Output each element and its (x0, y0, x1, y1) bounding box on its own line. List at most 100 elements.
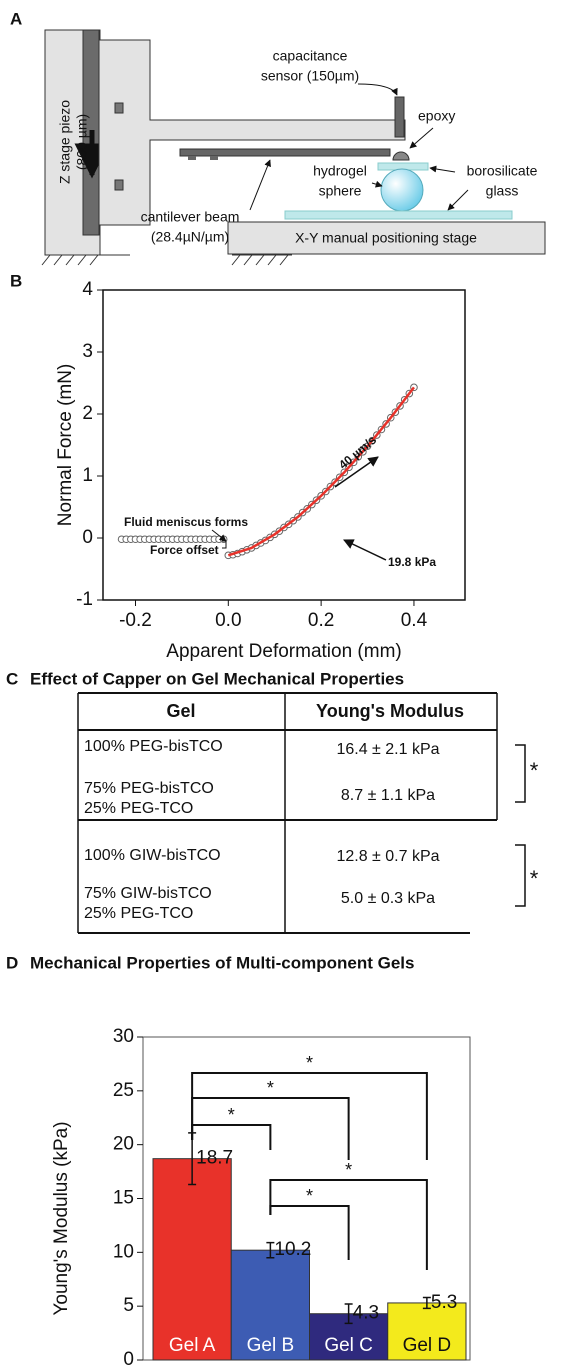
table-cell: 5.0 ± 0.3 kPa (341, 890, 435, 907)
diagram-label: glass (486, 183, 519, 199)
value-label: 4.3 (353, 1303, 379, 1324)
sig-bracket (269, 1205, 350, 1260)
leader (371, 180, 383, 188)
y-axis-label: Young's Modulus (kPa) (51, 1121, 72, 1315)
sig-bracket (191, 1072, 428, 1160)
stage (227, 221, 546, 255)
glass-bottom (284, 210, 513, 220)
diagram-label: hydrogel (313, 163, 367, 179)
sig-label: * (267, 1078, 274, 1098)
error-bar (344, 1303, 353, 1325)
value-label: 10.2 (274, 1239, 311, 1260)
table-border (77, 693, 498, 933)
sig-label: * (345, 1160, 352, 1180)
bar-label: Gel A (169, 1335, 216, 1356)
table: Effect of Capper on Gel Mechanical Prope… (30, 669, 539, 934)
table-cell: 8.7 ± 1.1 kPa (341, 787, 435, 804)
sig-bracket (269, 1179, 428, 1270)
y-axis-label: Normal Force (mN) (55, 364, 76, 527)
table-cell: 100% PEG-bisTCO (84, 738, 223, 755)
x-tick-label: 0.2 (308, 610, 334, 631)
sig-label: * (306, 1186, 313, 1206)
annotation-arrow (343, 539, 387, 561)
diagram-label: X-Y manual positioning stage (295, 230, 477, 246)
sig-bracket (191, 1124, 272, 1150)
annotation: 40 µm/s (336, 433, 379, 472)
value-label: 18.7 (196, 1148, 233, 1169)
error-bar (422, 1296, 431, 1310)
diagram-label: sphere (319, 183, 362, 199)
bar-label: Gel B (247, 1335, 295, 1356)
support (98, 39, 406, 226)
table-title: Effect of Capper on Gel Mechanical Prope… (30, 669, 404, 688)
table-cell: 75% GIW-bisTCO (84, 885, 212, 902)
clamp (210, 156, 218, 160)
diagram-label: (28.4µN/µm) (151, 229, 229, 245)
plot-frame (102, 289, 466, 601)
cantilever (179, 148, 391, 157)
y-tick-label: 1 (82, 465, 93, 486)
diagram-label: cantilever beam (141, 209, 240, 225)
sig-bracket (515, 744, 526, 907)
diagram: Z stage piezo (800 µm) capacitance senso… (41, 29, 546, 266)
y-tick-label: -1 (76, 589, 93, 610)
panel-label: A (10, 9, 22, 28)
diagram-label: Z stage piezo (57, 100, 73, 184)
leader (429, 165, 456, 173)
leader (447, 189, 469, 211)
panel-label: C (6, 669, 18, 688)
offset-bracket (222, 540, 227, 549)
bar-label: Gel D (403, 1335, 452, 1356)
x-tick-label: 0.0 (215, 610, 241, 631)
sig-label: * (306, 1053, 313, 1073)
x-tick-label: 0.4 (401, 610, 428, 631)
table-cell: 16.4 ± 2.1 kPa (336, 741, 439, 758)
table-cell: 75% PEG-bisTCO (84, 780, 214, 797)
sig-label: * (530, 758, 539, 783)
y-tick-label: 4 (82, 279, 93, 300)
x-tick-label: -0.2 (119, 610, 152, 631)
annotation-arrow (211, 529, 227, 542)
ground-hatch (41, 254, 292, 266)
bar (387, 1302, 467, 1361)
screw (114, 102, 124, 114)
y-tick-label: 30 (113, 1026, 134, 1047)
bar (230, 1249, 310, 1361)
panel-label: D (6, 953, 18, 972)
y-tick-label: 0 (123, 1349, 134, 1368)
error-bar (266, 1241, 275, 1259)
y-tick-label: 0 (82, 527, 93, 548)
table-header: Young's Modulus (316, 701, 464, 721)
screw (114, 179, 124, 191)
diagram-label: capacitance (273, 48, 348, 64)
sphere (380, 168, 424, 212)
fit-line (227, 386, 415, 557)
diagram-label: sensor (150µm) (261, 68, 359, 84)
annotation: Force offset (150, 543, 219, 557)
bar (152, 1158, 232, 1361)
clamp (188, 156, 196, 160)
table-cell: 25% PEG-TCO (84, 800, 193, 817)
annotation-arrow (334, 456, 379, 488)
leader (409, 127, 434, 149)
annotation: Fluid meniscus forms (124, 515, 248, 529)
y-tick-label: 15 (113, 1188, 134, 1209)
y-tick-label: 20 (113, 1134, 134, 1155)
annotation: 19.8 kPa (388, 555, 436, 569)
y-tick-label: 25 (113, 1080, 134, 1101)
table-cell: 12.8 ± 0.7 kPa (336, 848, 439, 865)
diagram-label: borosilicate (467, 163, 538, 179)
diagram-label: epoxy (418, 108, 455, 124)
sig-label: * (228, 1105, 235, 1125)
value-label: 5.3 (431, 1292, 457, 1313)
leader (249, 159, 271, 211)
panel-label: B (10, 271, 22, 290)
table-cell: 100% GIW-bisTCO (84, 847, 221, 864)
y-tick-label: 2 (82, 403, 93, 424)
y-tick-label: 5 (123, 1295, 134, 1316)
y-tick-label: 10 (113, 1241, 134, 1262)
bar-label: Gel C (324, 1335, 373, 1356)
sensor (394, 96, 405, 138)
